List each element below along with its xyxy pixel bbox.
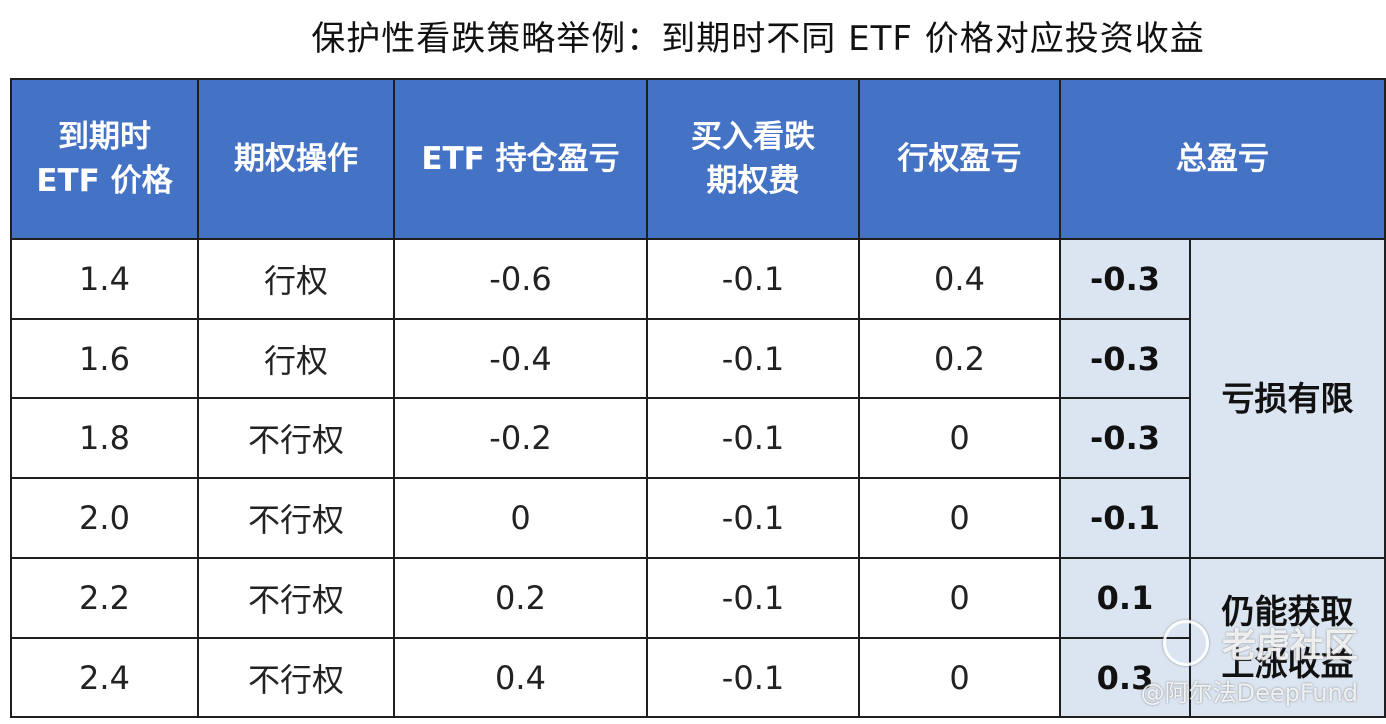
header-label: 期权费 [706,163,800,199]
header-put-premium: 买入看跌 期权费 [646,78,860,240]
cell-premium: -0.1 [646,318,860,399]
cell-etf-pnl: 0 [393,477,648,559]
cell-exercise-pnl: 0.2 [858,318,1061,399]
cell-exercise-pnl: 0 [858,397,1061,479]
table-row: 1.8 不行权 -0.2 -0.1 0 -0.3 [10,397,1385,479]
cell-premium: -0.1 [646,397,860,479]
cell-exercise-pnl: 0.4 [858,238,1061,320]
cell-premium: -0.1 [646,557,860,639]
cell-action: 不行权 [197,397,395,479]
cell-premium: -0.1 [646,477,860,559]
cell-total: 0.1 [1059,557,1191,639]
note-label: 上涨收益 [1221,643,1354,683]
cell-action: 不行权 [197,477,395,559]
cell-etf-pnl: 0.4 [393,637,648,718]
header-total-pnl: 总盈亏 [1059,78,1386,240]
cell-price: 1.8 [10,397,199,479]
cell-action: 不行权 [197,637,395,718]
cell-premium: -0.1 [646,637,860,718]
cell-etf-pnl: 0.2 [393,557,648,639]
table-row: 1.4 行权 -0.6 -0.1 0.4 -0.3 亏损有限 [10,238,1386,559]
cell-price: 2.4 [10,637,199,718]
note-loss-limited: 亏损有限 [1189,238,1386,559]
table-row: 2.2 不行权 0.2 -0.1 0 0.1 仍能获取 上涨收益 [10,557,1386,718]
cell-etf-pnl: -0.2 [393,397,648,479]
header-row: 到期时 ETF 价格 期权操作 ETF 持仓盈亏 买入看跌 期权费 行权盈亏 总… [10,78,1386,240]
table-row: 1.6 行权 -0.4 -0.1 0.2 -0.3 [10,318,1385,399]
payoff-table: 到期时 ETF 价格 期权操作 ETF 持仓盈亏 买入看跌 期权费 行权盈亏 总… [10,78,1386,718]
cell-action: 行权 [197,238,395,320]
cell-exercise-pnl: 0 [858,477,1061,559]
header-label: 期权操作 [234,141,358,177]
cell-price: 1.6 [10,318,199,399]
note-label: 亏损有限 [1221,378,1354,418]
cell-total: -0.3 [1059,318,1191,399]
cell-action: 行权 [197,318,395,399]
cell-price: 1.4 [10,238,199,320]
header-label: 行权盈亏 [897,141,1022,177]
cell-total: -0.3 [1059,397,1191,479]
cell-price: 2.0 [10,477,199,559]
header-label: 到期时 [58,119,151,155]
header-label: ETF 价格 [36,163,173,199]
cell-total: -0.1 [1059,477,1191,559]
table-row: 2.4 不行权 0.4 -0.1 0 0.3 [10,637,1385,718]
header-label: 买入看跌 [691,119,815,155]
cell-etf-pnl: -0.6 [393,238,648,320]
note-label: 仍能获取 [1221,591,1354,631]
cell-total: 0.3 [1059,637,1191,718]
cell-exercise-pnl: 0 [858,557,1061,639]
header-expiry-price: 到期时 ETF 价格 [10,78,199,240]
cell-premium: -0.1 [646,238,860,320]
cell-action: 不行权 [197,557,395,639]
header-label: 总盈亏 [1176,141,1269,177]
header-option-action: 期权操作 [197,78,395,240]
header-etf-pnl: ETF 持仓盈亏 [393,78,648,240]
cell-total: -0.3 [1059,238,1191,320]
header-exercise-pnl: 行权盈亏 [858,78,1061,240]
header-label: ETF 持仓盈亏 [421,141,620,177]
cell-etf-pnl: -0.4 [393,318,648,399]
table-row: 2.0 不行权 0 -0.1 0 -0.1 [10,477,1385,559]
cell-price: 2.2 [10,557,199,639]
note-upside-kept: 仍能获取 上涨收益 [1189,557,1386,718]
cell-exercise-pnl: 0 [858,637,1061,718]
page-title: 保护性看跌策略举例：到期时不同 ETF 价格对应投资收益 [311,19,1205,59]
